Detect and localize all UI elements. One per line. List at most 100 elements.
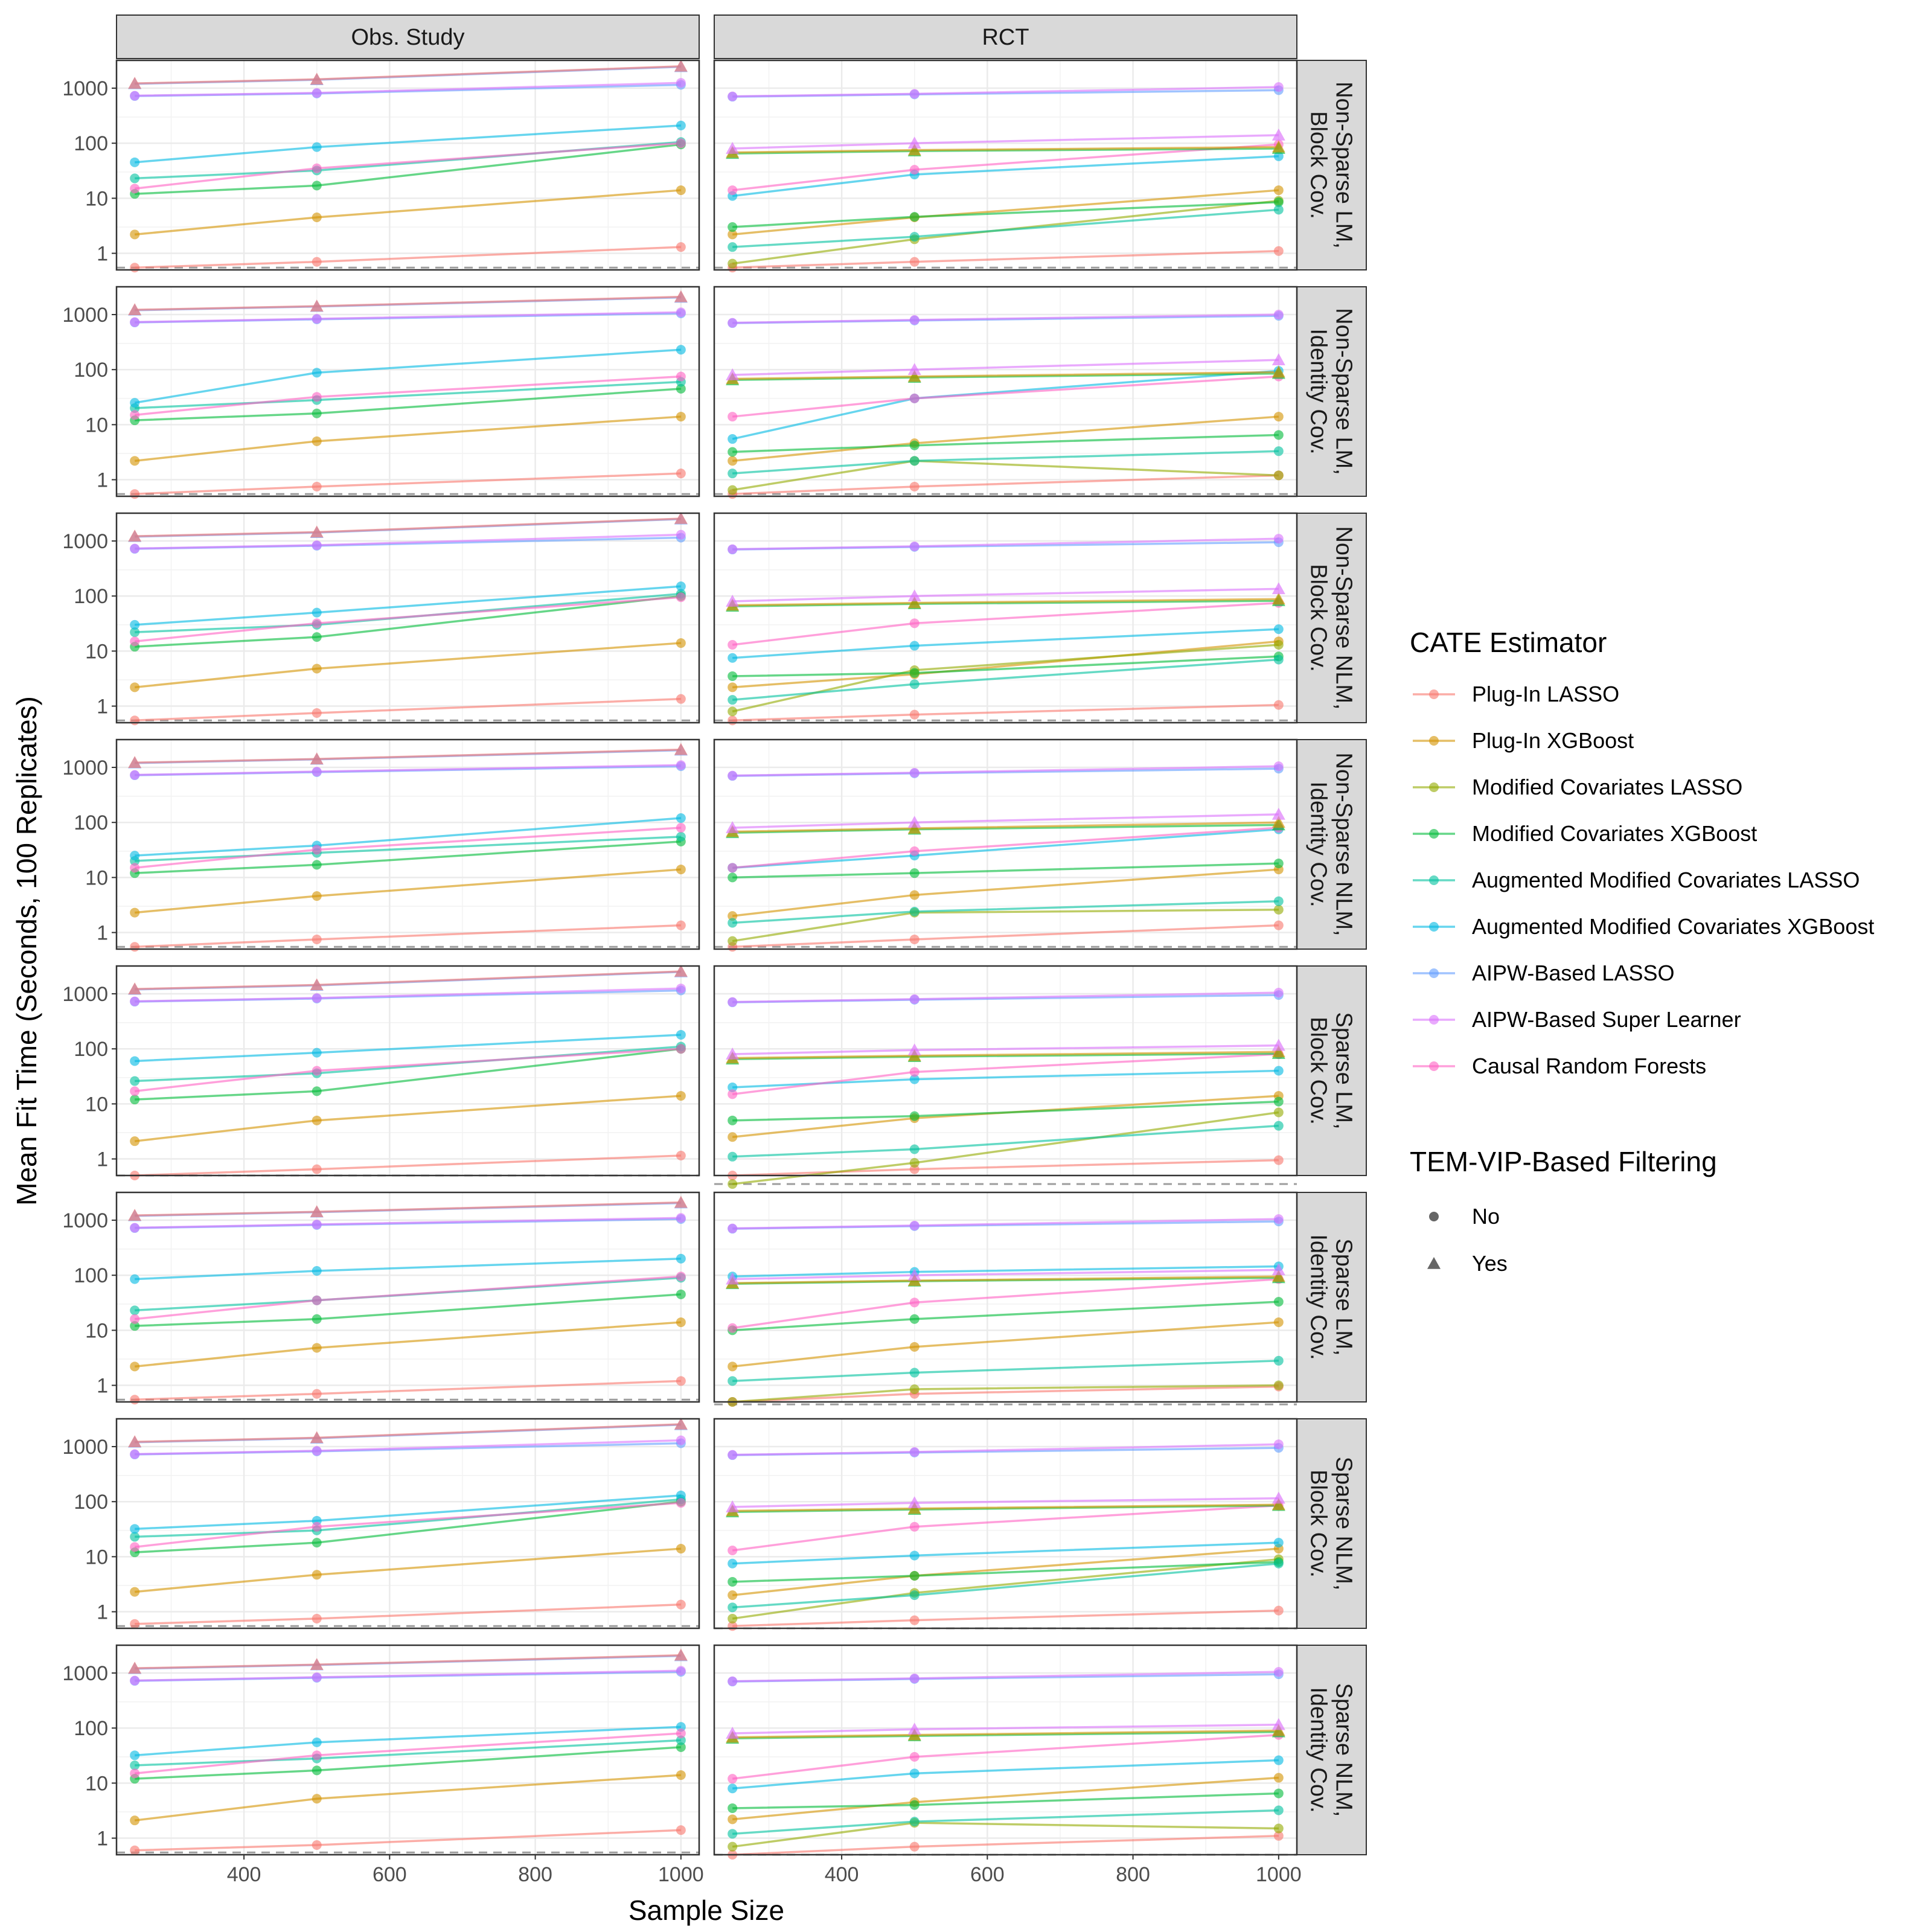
data-point-circle [676, 592, 686, 603]
legend-title-filtering: TEM-VIP-Based Filtering [1410, 1146, 1717, 1177]
data-point-circle [728, 1676, 738, 1686]
row-strip-label-line: Block Cov. [1306, 1470, 1331, 1578]
data-point-circle [130, 636, 140, 647]
data-point-triangle [1271, 1498, 1285, 1511]
row-strip-label-line: Identity Cov. [1306, 1234, 1331, 1360]
data-point-circle [1273, 412, 1284, 422]
y-tick-label: 1000 [62, 1436, 108, 1459]
panel [713, 1418, 1298, 1631]
column-strip-label: Obs. Study [351, 25, 465, 50]
data-point-circle [676, 1666, 686, 1676]
data-point-circle [312, 1164, 322, 1174]
data-point-circle [676, 307, 686, 318]
data-point-circle [676, 138, 686, 149]
data-point-circle [312, 632, 322, 642]
data-point-circle [728, 229, 738, 240]
panel: 1 10 100 1000 [62, 1417, 700, 1630]
panel-border [115, 1418, 700, 1630]
data-point-circle [676, 813, 686, 824]
data-point-triangle [310, 299, 324, 312]
data-point-circle [130, 489, 140, 499]
data-point-triangle [907, 363, 921, 376]
data-point-circle [909, 1342, 920, 1352]
data-point-circle [312, 142, 322, 152]
data-point-circle [1273, 1155, 1284, 1165]
column-strip-background [116, 14, 700, 59]
data-point-triangle [907, 136, 921, 149]
data-point-circle [728, 91, 738, 101]
data-point-circle [728, 706, 738, 717]
data-point-circle [1273, 1788, 1284, 1799]
y-tick-label: 10 [85, 187, 108, 210]
panel [713, 512, 1298, 726]
panel [713, 738, 1298, 952]
y-tick-label: 10 [85, 866, 108, 889]
data-point-circle [909, 1074, 920, 1084]
legend-key-triangle [1427, 1257, 1441, 1269]
x-tick-label: 1000 [658, 1863, 704, 1886]
data-point-circle [1273, 1317, 1284, 1328]
row-strip: Non-Sparse LM,Block Cov. [1296, 60, 1367, 270]
row-strip: Sparse LM,Identity Cov. [1296, 1192, 1367, 1403]
data-point-circle [676, 1742, 686, 1752]
legend-label-estimator: Modified Covariates XGBoost [1472, 821, 1757, 846]
data-point-circle [676, 1770, 686, 1780]
legend-label-estimator: Modified Covariates LASSO [1472, 775, 1742, 799]
data-point-circle [130, 1750, 140, 1761]
data-point-circle [909, 1817, 920, 1827]
data-point-circle [130, 1305, 140, 1316]
y-tick-label: 1000 [62, 1209, 108, 1232]
data-point-circle [676, 1317, 686, 1328]
data-point-circle [909, 868, 920, 878]
data-point-circle [728, 1602, 738, 1613]
data-point-circle [909, 315, 920, 325]
x-tick-label: 1000 [1256, 1863, 1302, 1886]
y-tick-label: 1 [97, 696, 108, 718]
panel: 1 10 100 1000 [62, 286, 700, 499]
data-point-circle [728, 1082, 738, 1092]
data-point-circle [130, 1532, 140, 1542]
legend-item-estimator: AIPW-Based Super Learner [1413, 1007, 1741, 1032]
data-point-circle [312, 1570, 322, 1580]
legend-key-point [1429, 922, 1439, 932]
data-point-circle [312, 163, 322, 173]
data-point-circle [728, 997, 738, 1007]
legend-label-estimator: AIPW-Based LASSO [1472, 961, 1674, 985]
data-point-circle [312, 540, 322, 550]
data-point-circle [728, 640, 738, 650]
data-point-triangle [1271, 1038, 1285, 1051]
data-point-circle [312, 891, 322, 901]
y-tick-label: 1 [97, 469, 108, 492]
data-point-triangle [674, 964, 688, 977]
data-point-triangle [907, 1722, 921, 1735]
data-point-triangle [1271, 140, 1285, 153]
data-point-triangle [1271, 1263, 1285, 1276]
data-point-circle [728, 318, 738, 328]
data-point-circle [312, 1765, 322, 1776]
data-point-circle [728, 1450, 738, 1460]
data-point-circle [676, 185, 686, 196]
row-strip-label: Non-Sparse NLM,Block Cov. [1306, 526, 1357, 709]
data-point-circle [312, 408, 322, 418]
data-point-circle [130, 1076, 140, 1086]
data-point-triangle [674, 511, 688, 524]
data-point-circle [728, 770, 738, 781]
legend-key-point [1429, 1061, 1439, 1071]
row-strip-label: Sparse NLM,Block Cov. [1306, 1457, 1357, 1591]
data-point-circle [312, 436, 322, 446]
data-point-circle [130, 1675, 140, 1686]
row-strip-label-line: Sparse NLM, [1331, 1683, 1357, 1817]
data-point-circle [312, 1048, 322, 1058]
row-strip-background [1296, 513, 1367, 723]
legend-key-point [1429, 782, 1439, 792]
data-point-triangle [310, 752, 324, 764]
data-point-circle [312, 1389, 322, 1399]
data-point-circle [728, 1590, 738, 1601]
data-point-triangle [1271, 592, 1285, 605]
panel-border [713, 59, 1298, 271]
data-point-circle [676, 1544, 686, 1554]
y-tick-label: 1 [97, 243, 108, 266]
data-point-circle [1273, 1380, 1284, 1390]
data-point-circle [1273, 624, 1284, 635]
data-point-triangle [128, 77, 142, 89]
